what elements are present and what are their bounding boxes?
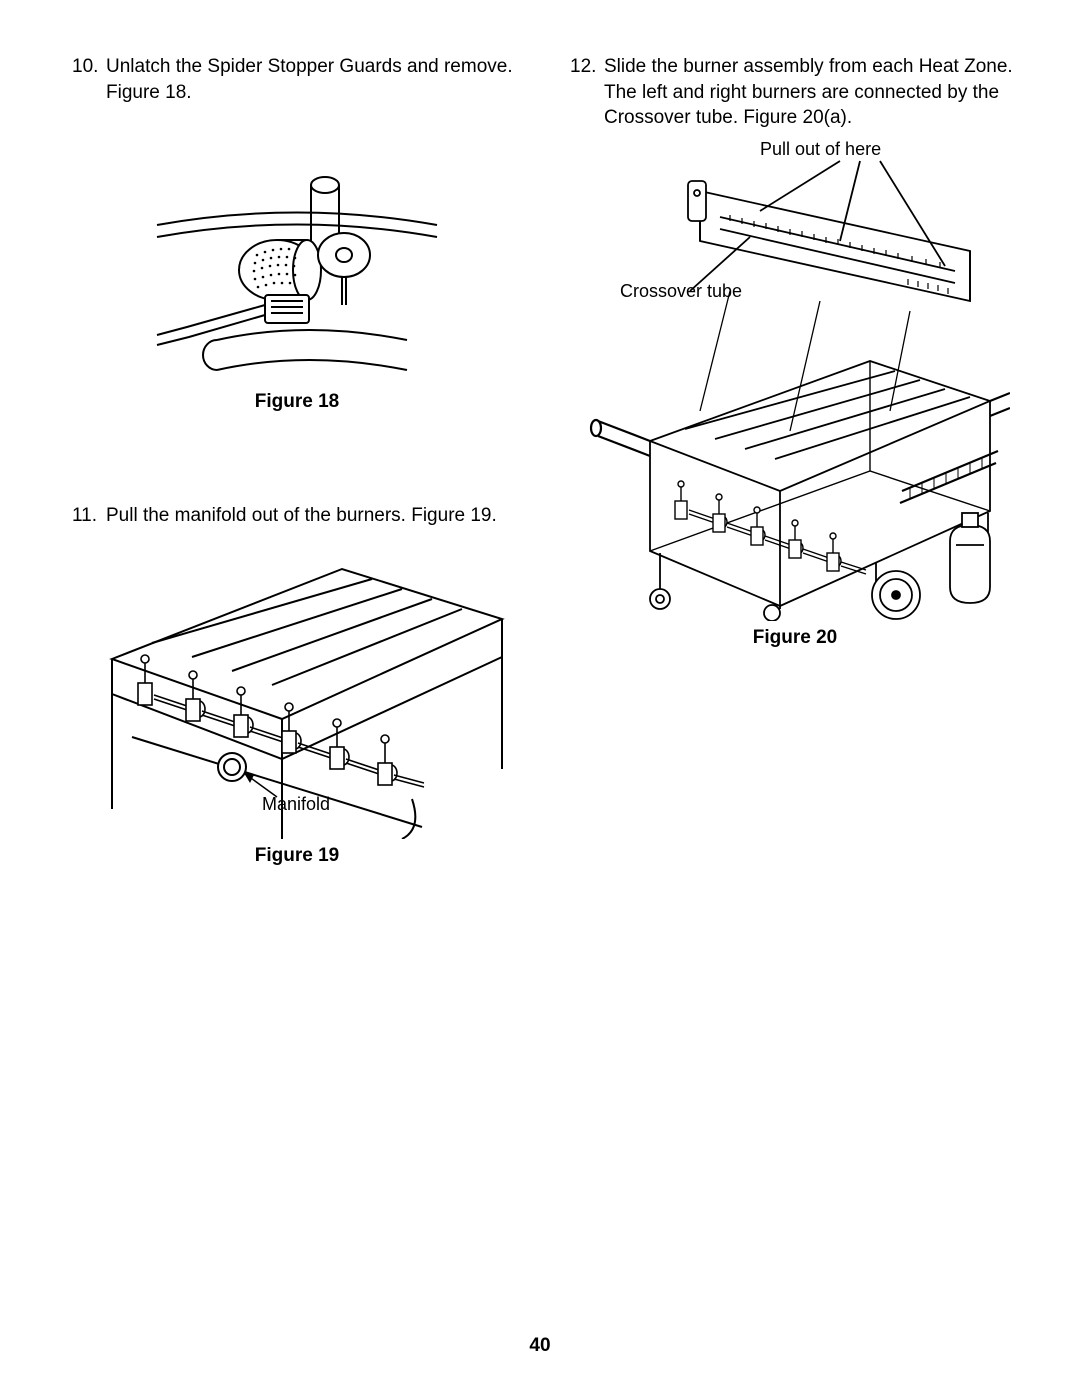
figure-19: Manifold Figure 19 — [72, 539, 522, 867]
manual-page: 10. Unlatch the Spider Stopper Guards an… — [0, 0, 1080, 1397]
figure-18: Figure 18 — [72, 155, 522, 413]
page-number: 40 — [0, 1335, 1080, 1357]
figure-20-caption: Figure 20 — [570, 627, 1020, 649]
two-column-layout: 10. Unlatch the Spider Stopper Guards an… — [0, 0, 1080, 867]
step-12: 12. Slide the burner assembly from each … — [570, 54, 1020, 131]
right-column: 12. Slide the burner assembly from each … — [570, 54, 1020, 867]
step-text: Unlatch the Spider Stopper Guards and re… — [106, 54, 522, 105]
step-number: 12. — [570, 54, 604, 131]
figure-19-callout-manifold: Manifold — [262, 794, 330, 815]
figure-20-callout-crossover: Crossover tube — [620, 281, 742, 302]
figure-20-illustration — [570, 141, 1020, 621]
step-number: 11. — [72, 503, 106, 529]
figure-18-illustration — [72, 155, 522, 385]
figure-19-caption: Figure 19 — [72, 845, 522, 867]
step-number: 10. — [72, 54, 106, 105]
figure-20-callout-pullout: Pull out of here — [760, 139, 881, 160]
figure-20: Pull out of here Crossover tube — [570, 141, 1020, 649]
step-10: 10. Unlatch the Spider Stopper Guards an… — [72, 54, 522, 105]
left-column: 10. Unlatch the Spider Stopper Guards an… — [72, 54, 522, 867]
step-text: Pull the manifold out of the burners. Fi… — [106, 503, 522, 529]
figure-18-caption: Figure 18 — [72, 391, 522, 413]
step-11: 11. Pull the manifold out of the burners… — [72, 503, 522, 529]
step-text: Slide the burner assembly from each Heat… — [604, 54, 1020, 131]
